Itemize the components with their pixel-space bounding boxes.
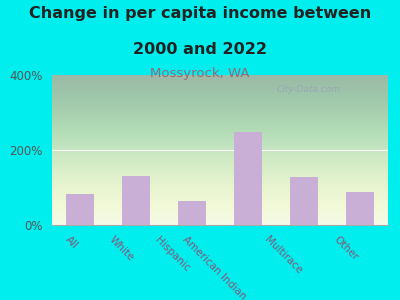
Bar [346,192,374,225]
Text: Change in per capita income between: Change in per capita income between [29,6,371,21]
Bar [290,177,318,225]
Bar [234,132,262,225]
Bar [66,194,94,225]
Text: City-Data.com: City-Data.com [277,85,341,94]
Bar [178,201,206,225]
Text: Mossyrock, WA: Mossyrock, WA [150,68,250,80]
Text: 2000 and 2022: 2000 and 2022 [133,42,267,57]
Bar [122,176,150,225]
